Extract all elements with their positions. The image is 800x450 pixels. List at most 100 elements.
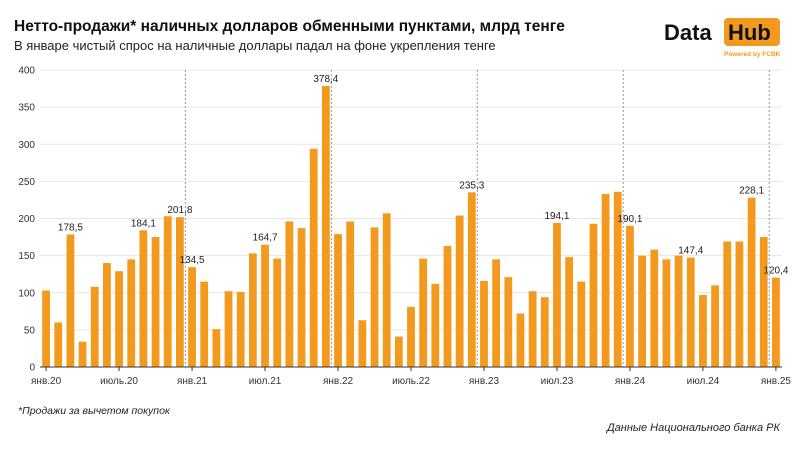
bar: [540, 297, 549, 367]
bar: [103, 263, 111, 367]
bar: [589, 223, 598, 367]
x-tick-label: янв.25: [761, 376, 792, 387]
data-label: 120,4: [763, 266, 788, 277]
bar: [285, 221, 294, 367]
y-tick-label: 0: [29, 363, 35, 374]
source-note: Данные Национального банка РК: [606, 422, 780, 434]
bar: [334, 234, 342, 367]
bar: [370, 227, 379, 367]
axis-layer: 0 50 100 150 200 250 300 350 400 янв.20 июль.20 янв…: [18, 66, 791, 388]
data-label: 235,3: [459, 180, 484, 191]
logo-word-data: Data: [664, 20, 712, 45]
bar: [407, 306, 415, 367]
bar: [455, 215, 464, 367]
x-tick-label: янв.22: [323, 376, 354, 387]
x-tick-label: июл.21: [249, 376, 282, 387]
bar: [711, 285, 719, 367]
bar: [163, 216, 172, 367]
bar: [297, 228, 306, 367]
bar: [528, 291, 537, 367]
year-divider-layer: [184, 70, 770, 367]
bar: [577, 281, 586, 367]
bar: [772, 277, 780, 367]
data-label: 378,4: [313, 74, 338, 85]
y-tick-label: 150: [18, 251, 35, 262]
data-label: 190,1: [617, 214, 642, 225]
bar: [747, 197, 756, 367]
y-tick-label: 350: [18, 103, 35, 114]
bar: [66, 234, 75, 367]
x-tick-label: янв.21: [177, 376, 208, 387]
x-tick-label: июл.23: [541, 376, 574, 387]
bar: [248, 253, 257, 367]
bar: [735, 241, 744, 367]
bar: [467, 192, 476, 367]
x-tick-label: янв.20: [31, 376, 62, 387]
bar: [261, 244, 269, 367]
bar: [553, 222, 561, 367]
bar: [759, 237, 768, 367]
bar: [346, 221, 355, 367]
x-tick-label: июль.20: [100, 376, 138, 387]
bar: [188, 267, 196, 367]
x-tick-label: июл.24: [687, 376, 720, 387]
footnote: *Продажи за вычетом покупок: [18, 405, 170, 417]
y-tick-label: 50: [24, 325, 36, 336]
data-label-layer: 178,5 184,1 201,8 134,5 164,7 378,4 235,3 194,1…: [58, 74, 789, 277]
datahub-logo: Data Hub Powered by FCBK: [664, 14, 784, 62]
data-label: 194,1: [544, 211, 569, 222]
bar-layer: [42, 86, 780, 368]
bar: [723, 241, 732, 367]
bar: [42, 290, 50, 367]
bar: [358, 320, 367, 367]
x-tick-label: янв.24: [615, 376, 646, 387]
y-tick-label: 400: [18, 66, 35, 77]
bar: [613, 191, 622, 367]
bar: [151, 237, 160, 367]
bar: [674, 255, 683, 367]
bar: [127, 259, 136, 367]
bar: [626, 225, 634, 367]
bar: [200, 281, 209, 367]
bar: [699, 294, 707, 367]
bar: [394, 336, 403, 367]
data-label: 164,7: [253, 233, 278, 244]
y-tick-label: 100: [18, 288, 35, 299]
y-tick-label: 300: [18, 140, 35, 151]
chart-subtitle: В январе чистый спрос на наличные доллар…: [14, 38, 496, 53]
bar: [431, 283, 440, 367]
bar: [565, 257, 574, 367]
grid-layer: [40, 69, 782, 331]
bar: [139, 230, 148, 367]
data-label: 184,1: [131, 218, 156, 229]
bar: [492, 259, 501, 367]
bar: [321, 86, 330, 368]
logo-word-hub: Hub: [728, 20, 771, 45]
bar: [504, 277, 513, 367]
bar: [662, 259, 671, 367]
bar: [419, 258, 428, 367]
bar: [638, 255, 647, 367]
bar: [516, 313, 525, 367]
x-tick-label: июль.22: [392, 376, 430, 387]
bar: [175, 217, 184, 367]
bar: [115, 271, 123, 367]
y-tick-label: 200: [18, 214, 35, 225]
bar: [686, 257, 695, 367]
bar: [309, 148, 318, 367]
x-tick-label: янв.23: [469, 376, 500, 387]
bar: [90, 286, 99, 367]
chart-title: Нетто-продажи* наличных долларов обменны…: [14, 18, 565, 35]
data-label: 134,5: [180, 255, 205, 266]
bar: [78, 341, 87, 367]
bar: [236, 292, 245, 367]
data-label: 201,8: [167, 205, 192, 216]
bar: [650, 249, 659, 367]
bar: [443, 245, 452, 367]
bar: [382, 213, 391, 367]
logo-tagline: Powered by FCBK: [724, 51, 781, 58]
data-label: 228,1: [739, 186, 764, 197]
bar: [601, 193, 610, 367]
bar: [212, 329, 221, 367]
